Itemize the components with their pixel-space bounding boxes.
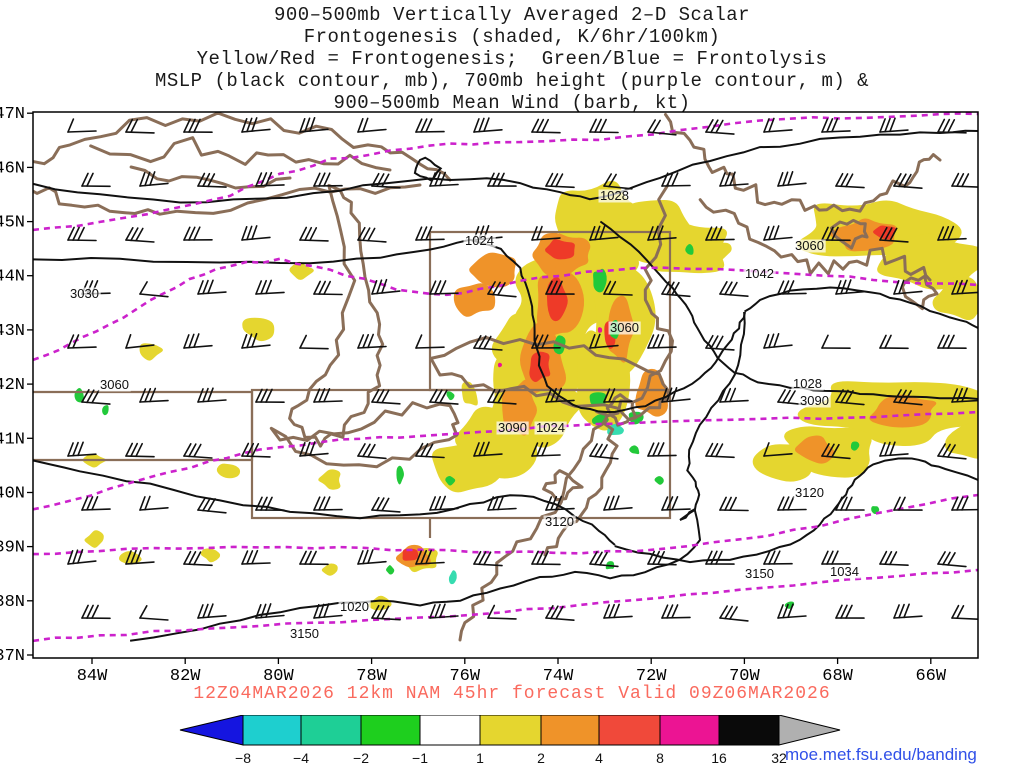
svg-text:3030: 3030 <box>70 286 99 301</box>
svg-text:37N: 37N <box>0 647 25 666</box>
svg-text:1028: 1028 <box>600 188 629 203</box>
svg-text:41N: 41N <box>0 430 25 449</box>
svg-text:45N: 45N <box>0 214 25 233</box>
svg-text:47N: 47N <box>0 105 25 124</box>
svg-text:−1: −1 <box>412 750 428 766</box>
svg-text:1034: 1034 <box>830 564 859 579</box>
svg-text:38N: 38N <box>0 593 25 612</box>
svg-text:−8: −8 <box>235 750 251 766</box>
svg-text:39N: 39N <box>0 539 25 558</box>
svg-text:3060: 3060 <box>610 320 639 335</box>
svg-text:−4: −4 <box>293 750 309 766</box>
svg-text:3150: 3150 <box>745 566 774 581</box>
svg-text:3120: 3120 <box>545 514 574 529</box>
svg-text:1042: 1042 <box>745 266 774 281</box>
svg-text:1020: 1020 <box>340 599 369 614</box>
svg-text:4: 4 <box>595 750 603 766</box>
svg-text:2: 2 <box>537 750 545 766</box>
svg-text:3060: 3060 <box>795 238 824 253</box>
svg-text:46N: 46N <box>0 159 25 178</box>
svg-text:44N: 44N <box>0 268 25 287</box>
svg-text:16: 16 <box>711 750 727 766</box>
svg-text:3060: 3060 <box>100 377 129 392</box>
svg-text:1: 1 <box>476 750 484 766</box>
svg-text:1024: 1024 <box>465 233 494 248</box>
svg-text:43N: 43N <box>0 322 25 341</box>
svg-text:−2: −2 <box>353 750 369 766</box>
svg-text:3120: 3120 <box>795 485 824 500</box>
svg-text:1028: 1028 <box>793 376 822 391</box>
svg-text:3090: 3090 <box>498 420 527 435</box>
svg-text:40N: 40N <box>0 485 25 504</box>
svg-text:1024: 1024 <box>536 420 565 435</box>
svg-text:8: 8 <box>656 750 664 766</box>
svg-text:3150: 3150 <box>290 626 319 641</box>
svg-text:3090: 3090 <box>800 393 829 408</box>
svg-text:42N: 42N <box>0 376 25 395</box>
